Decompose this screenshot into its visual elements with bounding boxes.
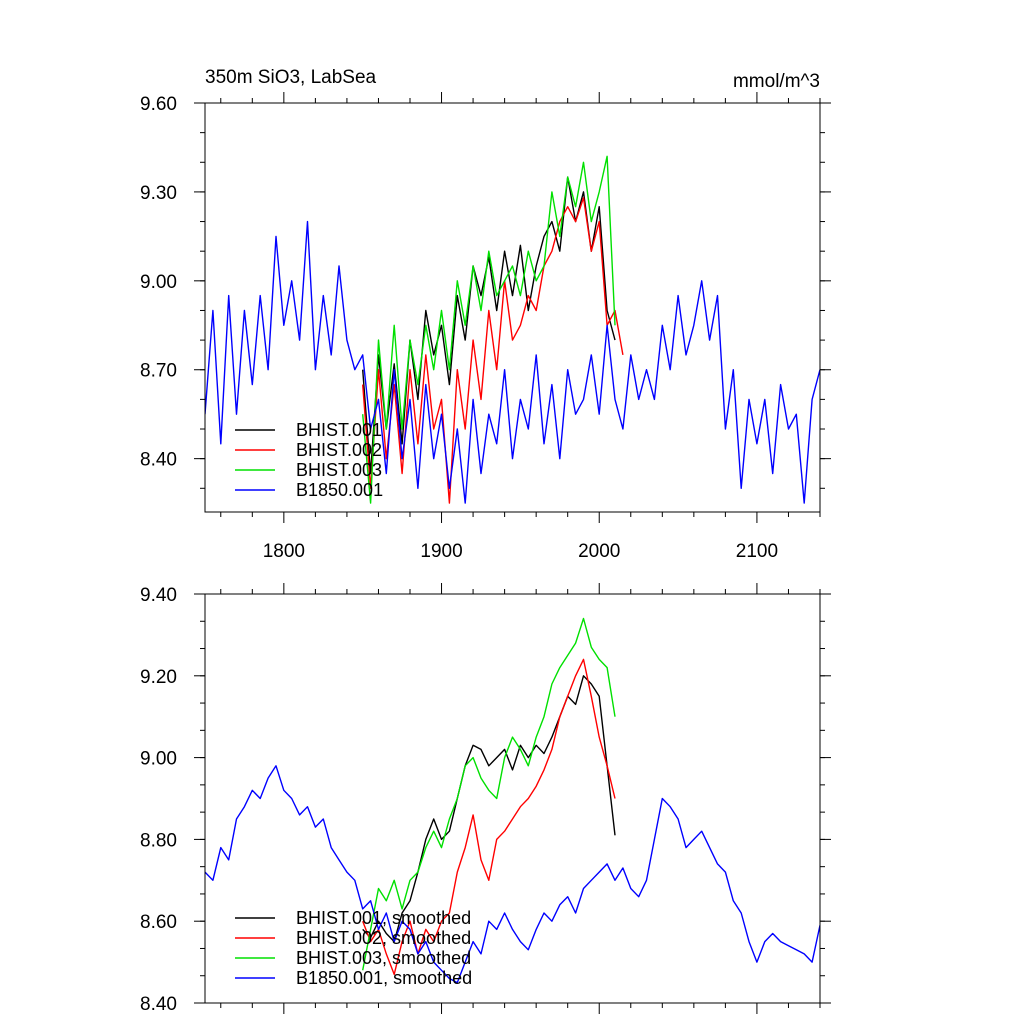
series-line-1 — [362, 658, 616, 976]
y-tick-label: 9.30 — [140, 183, 177, 204]
legend-label: B1850.001, smoothed — [296, 968, 472, 988]
top-panel: 1800 1900 2000 2100 8.40 8.70 9.00 9.30 9.60 350m… — [140, 67, 831, 562]
y-tick-label: 9.00 — [140, 272, 177, 293]
series-line-0 — [362, 675, 616, 943]
legend-label: BHIST.001 — [296, 420, 382, 440]
x-tick-label: 1900 — [420, 541, 462, 562]
legend-label: BHIST.003, smoothed — [296, 948, 471, 968]
plot-frame — [204, 593, 821, 1004]
legend-label: BHIST.001, smoothed — [296, 908, 471, 928]
series-line-1 — [362, 197, 624, 504]
plot-frame — [204, 102, 821, 513]
legend-label: BHIST.003 — [296, 460, 382, 480]
y-tick-label: 8.60 — [140, 912, 177, 933]
series-line-3 — [205, 220, 820, 504]
units-label: mmol/m^3 — [733, 71, 820, 92]
y-tick-label: 8.80 — [140, 830, 177, 851]
series-line-2 — [362, 155, 616, 504]
y-tick-label: 9.60 — [140, 94, 177, 115]
bottom-panel: 8.40 8.60 8.80 9.00 9.20 9.40 BHIST.001, smoot… — [140, 583, 831, 1015]
x-tick-label: 1800 — [263, 541, 305, 562]
y-tick-label: 8.40 — [140, 450, 177, 471]
series-line-2 — [362, 617, 616, 971]
series-line-0 — [362, 176, 616, 475]
y-tick-label: 9.20 — [140, 667, 177, 688]
legend-label: BHIST.002, smoothed — [296, 928, 471, 948]
legend-label: B1850.001 — [296, 480, 383, 500]
y-tick-label: 9.00 — [140, 749, 177, 770]
series-line-3 — [205, 765, 820, 984]
legend-label: BHIST.002 — [296, 440, 382, 460]
x-tick-label: 2000 — [578, 541, 620, 562]
y-tick-label: 8.70 — [140, 361, 177, 382]
chart-title: 350m SiO3, LabSea — [205, 67, 377, 88]
y-tick-label: 9.40 — [140, 585, 177, 606]
x-tick-label: 2100 — [736, 541, 778, 562]
y-tick-label: 8.40 — [140, 994, 177, 1015]
